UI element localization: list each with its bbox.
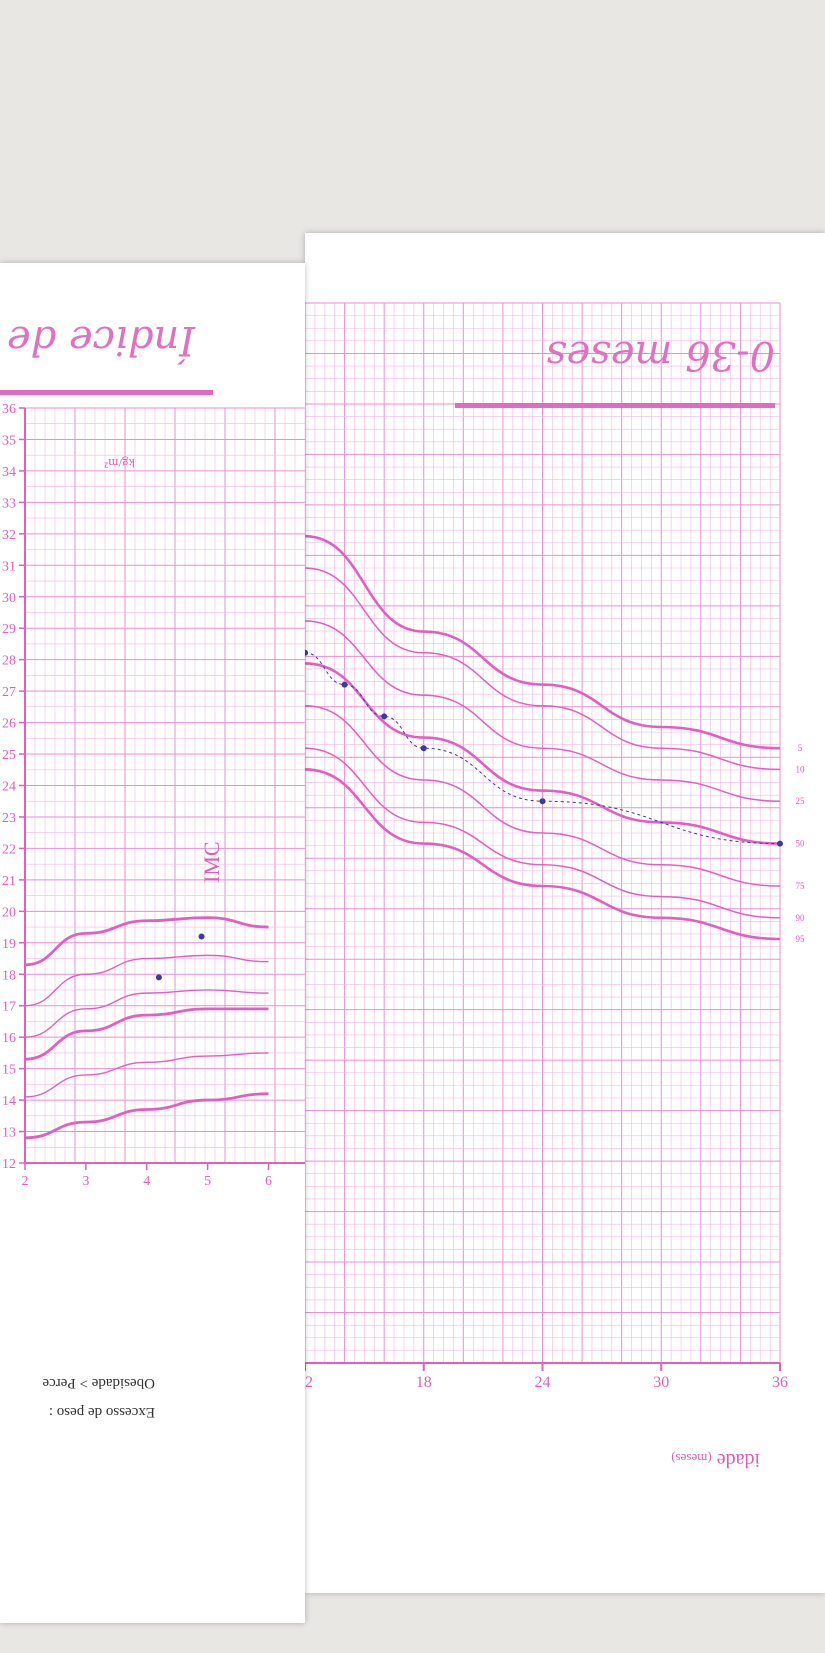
measurement-point: [381, 713, 388, 720]
y-tick-label: 30: [2, 591, 16, 606]
x-tick-label: 18: [416, 1374, 432, 1391]
percentile-label: 25: [796, 796, 806, 806]
y-tick-label: 13: [2, 1126, 16, 1141]
y-tick-label: 26: [2, 717, 16, 732]
bmi-chart: 1213141516171819202122232425262728293031…: [2, 402, 306, 1189]
note-obesity: Obesidade > Perce: [42, 1375, 155, 1391]
bmi-measurement-point: [198, 933, 205, 940]
bmi-percentile-line: [24, 954, 269, 1007]
percentile-label: 95: [796, 934, 806, 944]
y-tick-label: 27: [2, 685, 16, 700]
percentile-line-25: [304, 620, 781, 802]
y-tick-label: 28: [2, 654, 16, 669]
x-axis-unit: (meses): [671, 1451, 712, 1466]
x-tick-label: 6: [265, 1174, 272, 1189]
percentile-line-50: [304, 662, 781, 845]
percentile-label: 10: [796, 764, 806, 774]
x-tick-label: 4: [143, 1174, 150, 1189]
note-overweight: Excesso de peso :: [48, 1404, 155, 1420]
y-tick-label: 29: [2, 622, 16, 637]
x-axis-label-text: idade: [716, 1449, 760, 1471]
grid: [304, 302, 781, 1364]
grid: [24, 407, 306, 1164]
measurement-point: [341, 681, 348, 688]
y-axis-unit: kg/m²: [104, 456, 135, 471]
x-tick-label: 36: [772, 1374, 788, 1391]
measurement-point: [302, 649, 308, 656]
chart-title-bmi: Índice de: [6, 317, 195, 363]
percentile-line-5: [304, 534, 781, 750]
chart-title-months: 0-36 meses: [546, 332, 775, 378]
percentile-line-95: [304, 768, 781, 941]
y-tick-label: 18: [2, 968, 16, 983]
y-axis-label: IMC: [199, 841, 224, 883]
percentile-line-75: [304, 705, 781, 887]
bmi-percentile-line: [24, 989, 269, 1038]
y-tick-label: 31: [2, 559, 16, 574]
percentile-line-10: [304, 567, 781, 771]
x-tick-label: 12: [305, 1374, 313, 1391]
bmi-percentile-line: [24, 1007, 269, 1061]
y-tick-label: 16: [2, 1031, 16, 1046]
y-tick-label: 19: [2, 937, 16, 952]
percentile-label: 50: [796, 839, 806, 849]
y-tick-label: 20: [2, 905, 16, 920]
y-tick-label: 36: [2, 402, 16, 417]
measurement-point: [777, 840, 783, 847]
y-tick-label: 32: [2, 528, 16, 543]
measurement-point: [420, 745, 427, 752]
right-page: 12 13 14 15 16 17 18 19 20 21 22 23 24 25 26 27 28 29 30 31…: [0, 263, 306, 1623]
bmi-measurement-point: [155, 974, 162, 981]
y-tick-label: 23: [2, 811, 16, 826]
x-axis-label: idade (meses): [671, 1448, 760, 1471]
y-tick-label: 12: [2, 1157, 16, 1172]
y-tick-label: 34: [2, 465, 16, 480]
x-tick-label: 30: [653, 1374, 669, 1391]
y-tick-label: 25: [2, 748, 16, 763]
bmi-percentile-line: [24, 1052, 269, 1098]
y-tick-label: 15: [2, 1063, 16, 1078]
bmi-percentile-line: [24, 1092, 269, 1140]
y-tick-label: 24: [2, 780, 16, 795]
bmi-percentile-line: [24, 916, 269, 967]
y-tick-label: 21: [2, 874, 16, 889]
percentile-label: 75: [796, 881, 806, 891]
percentile-label: 90: [796, 913, 806, 923]
growth-chart-0-36-months: 12 18 24 30 36 5 10 25 50 75 90 95: [297, 302, 806, 1391]
y-tick-label: 14: [2, 1094, 16, 1109]
title-underline-right: [0, 390, 213, 395]
y-tick-label: 33: [2, 496, 16, 511]
measurement-point: [539, 798, 546, 805]
left-page: 12 18 24 30 36 5 10 25 50 75 90 95: [297, 233, 825, 1593]
x-tick-label: 3: [82, 1174, 89, 1189]
x-tick-label: 24: [535, 1374, 551, 1391]
title-underline: [455, 403, 775, 408]
x-tick-label: 2: [22, 1174, 29, 1189]
percentile-label: 5: [798, 743, 803, 753]
y-tick-label: 35: [2, 433, 16, 448]
percentile-line-90: [304, 747, 781, 919]
y-tick-label: 17: [2, 1000, 16, 1015]
x-tick-label: 5: [204, 1174, 211, 1189]
y-tick-label: 22: [2, 842, 16, 857]
